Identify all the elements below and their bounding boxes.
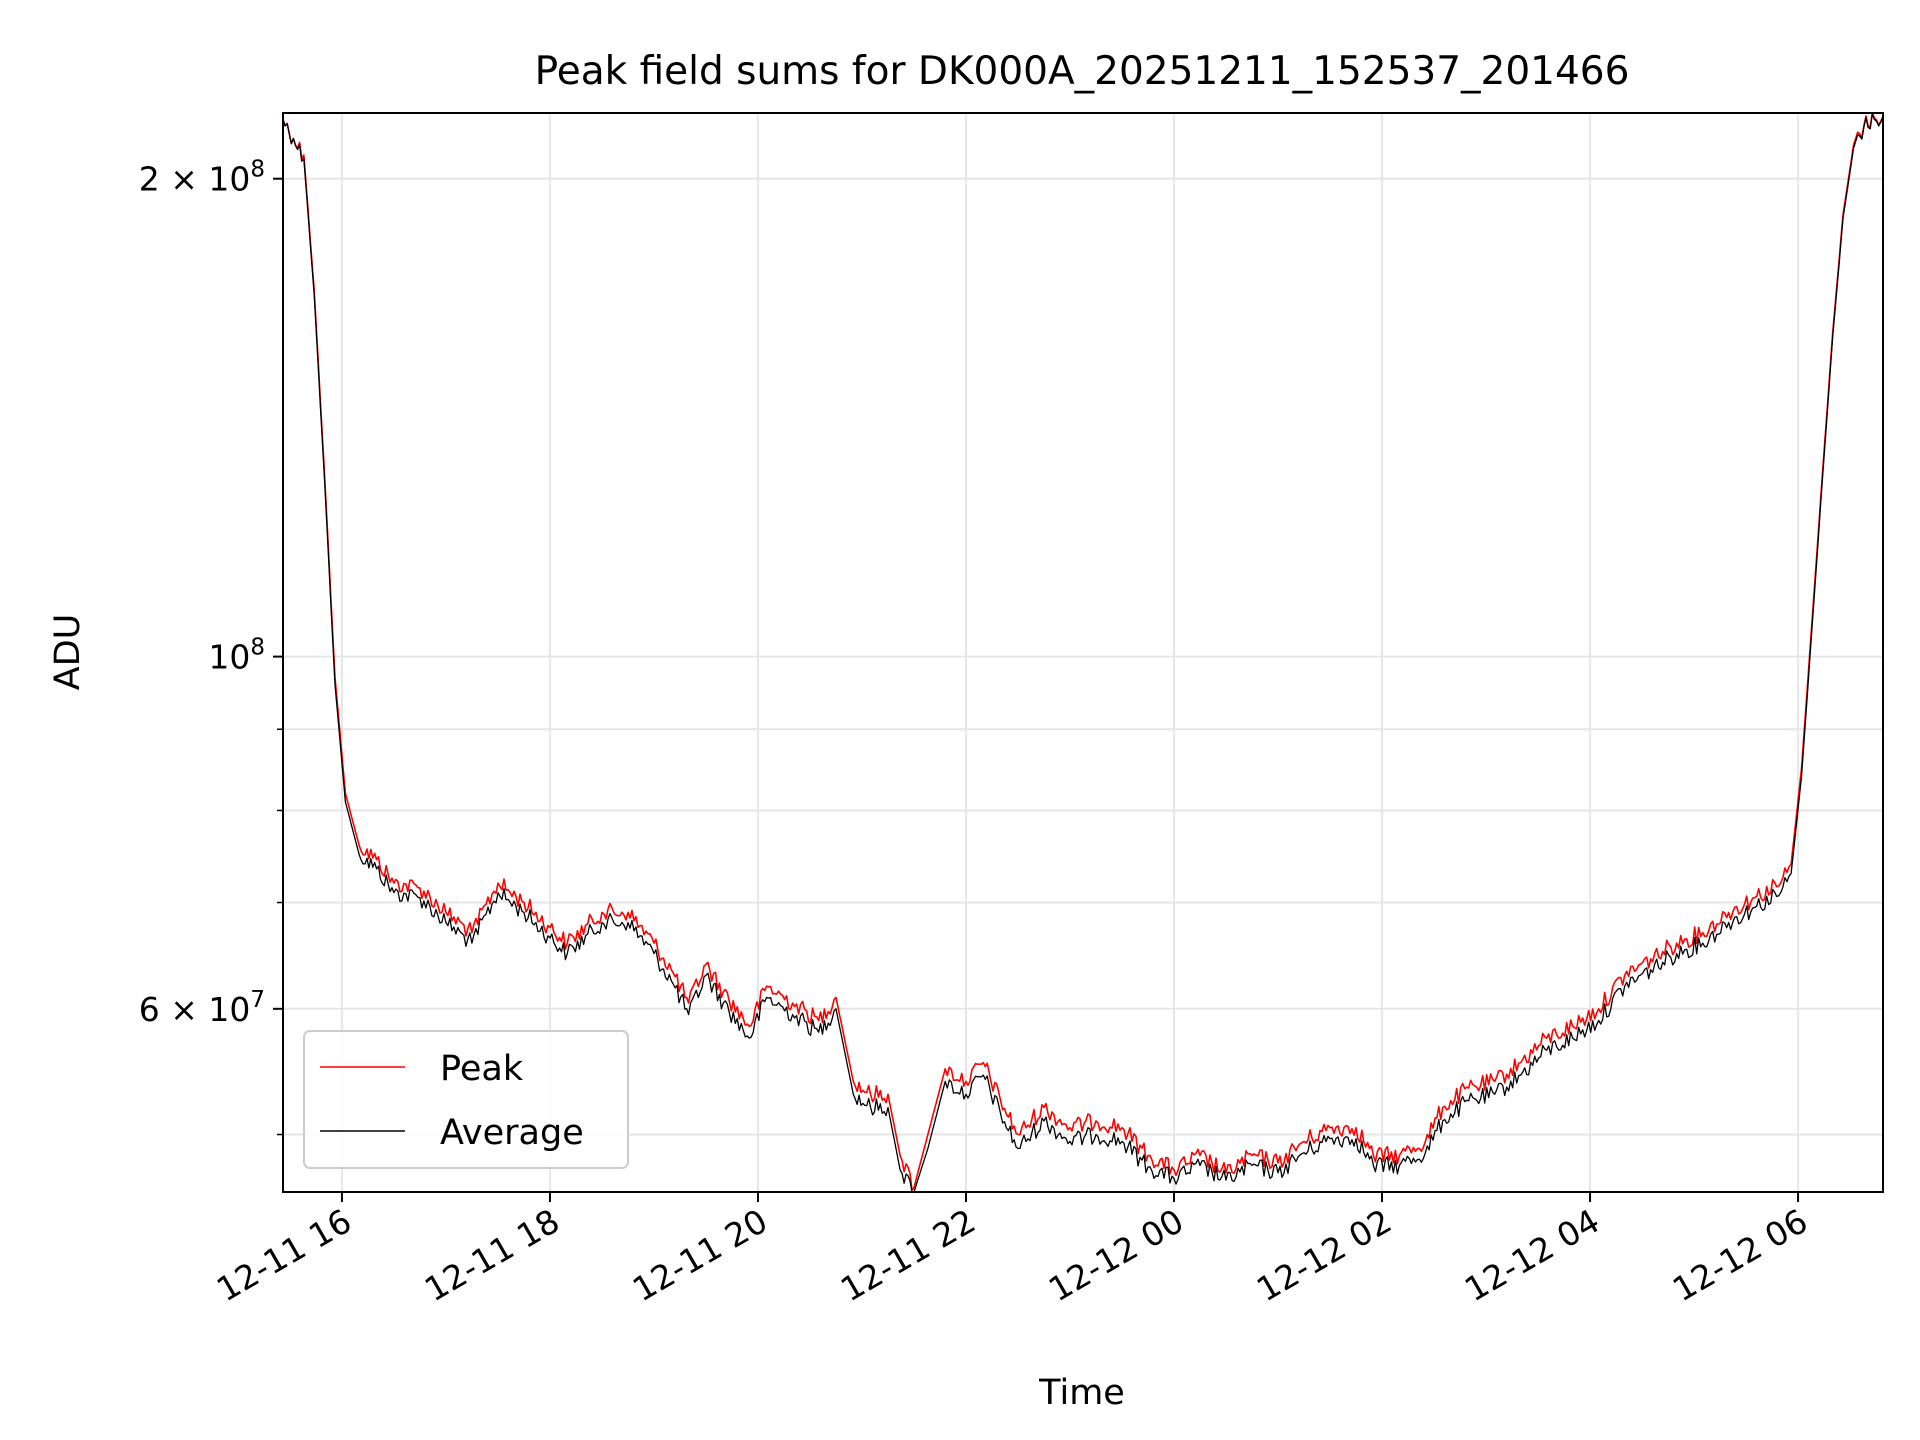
legend-label-peak: Peak <box>440 1049 524 1089</box>
series-line-peak <box>282 112 1884 1192</box>
y-tick-label: 6 × 107 <box>139 987 265 1029</box>
legend-label-average: Average <box>440 1113 584 1153</box>
y-tick-label: 2 × 108 <box>139 157 265 199</box>
plot-frame <box>282 112 1884 1193</box>
y-axis-label: ADU <box>48 614 88 691</box>
y-axis-ticks: 6 × 107 108 2 × 108 <box>139 157 283 1136</box>
chart-title: Peak field sums for DK000A_20251211_1525… <box>535 49 1630 94</box>
series-line-average <box>282 113 1884 1193</box>
x-axis-label: Time <box>1038 1373 1125 1413</box>
series-lines <box>282 112 1884 1193</box>
legend: Peak Average <box>303 1030 629 1169</box>
legend-box <box>303 1030 629 1169</box>
y-tick-label: 108 <box>208 635 265 677</box>
